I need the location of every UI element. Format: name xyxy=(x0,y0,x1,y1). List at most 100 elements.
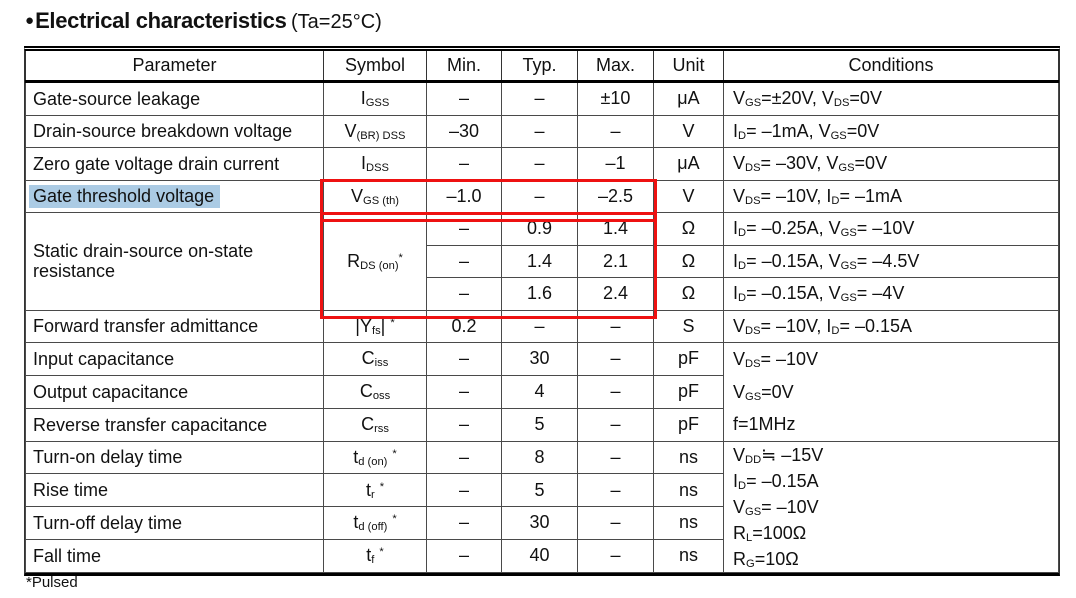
table-row: Zero gate voltage drain current IDSS – –… xyxy=(25,147,1059,181)
cell-typ: 1.4 xyxy=(501,244,578,278)
cell-parameter: Forward transfer admittance xyxy=(25,309,324,343)
cell-symbol: tr * xyxy=(323,473,427,507)
table-row: Drain-source breakdown voltage V(BR) DSS… xyxy=(25,114,1059,148)
cell-symbol: td (on) * xyxy=(323,440,427,475)
cell-min: – xyxy=(426,473,502,507)
cell-max: –2.5 xyxy=(577,179,654,213)
cell-conditions: VDS= –10V, ID= –1mA xyxy=(723,179,1059,213)
col-header-unit: Unit xyxy=(653,51,724,83)
cell-typ: – xyxy=(501,114,578,148)
cell-symbol: V(BR) DSS xyxy=(323,114,427,148)
cell-max: – xyxy=(577,473,654,507)
cell-symbol: Ciss xyxy=(323,342,427,376)
text-highlight: Gate threshold voltage xyxy=(29,185,221,209)
cell-typ: 40 xyxy=(501,538,578,573)
table-row-rds-on-3: – 1.6 2.4 Ω ID= –0.15A, VGS= –4V xyxy=(26,277,1059,311)
condition-line: f=1MHz xyxy=(733,414,796,434)
cell-unit: pF xyxy=(653,374,724,409)
cell-typ: 30 xyxy=(501,342,578,376)
cell-unit: ns xyxy=(653,440,724,475)
cell-parameter: Fall time xyxy=(25,538,324,573)
condition-line: VGS= –10V xyxy=(733,496,819,518)
cell-unit: Ω xyxy=(653,244,724,278)
col-header-typ: Typ. xyxy=(501,51,578,83)
col-header-min: Min. xyxy=(426,51,502,83)
cell-min: –1.0 xyxy=(426,179,502,213)
section-title-text: Electrical characteristics xyxy=(35,8,287,33)
cell-typ: – xyxy=(501,179,578,213)
cell-conditions: VDS= –10V, ID= –0.15A xyxy=(723,309,1059,343)
col-header-parameter: Parameter xyxy=(25,51,324,83)
cell-conditions: VDS= –30V, VGS=0V xyxy=(723,147,1059,181)
condition-line: VDD≒ –15V xyxy=(733,444,824,466)
cell-max: 2.1 xyxy=(577,244,654,278)
cell-conditions-merged: VDS= –10V VGS=0V f=1MHz xyxy=(723,342,1059,442)
cell-min: –30 xyxy=(426,114,502,148)
cell-min: – xyxy=(426,440,502,475)
cell-max: –1 xyxy=(577,147,654,181)
condition-line: RL=100Ω xyxy=(733,522,807,544)
cell-typ: 30 xyxy=(501,506,578,540)
cell-conditions: ID= –0.25A, VGS= –10V xyxy=(723,212,1059,246)
cell-max: – xyxy=(577,440,654,475)
cell-typ: 8 xyxy=(501,440,578,475)
col-header-max: Max. xyxy=(577,51,654,83)
cell-max: – xyxy=(577,506,654,540)
cell-unit: ns xyxy=(653,538,724,573)
cell-max: – xyxy=(577,309,654,343)
cell-typ: – xyxy=(501,147,578,181)
cell-parameter: Input capacitance xyxy=(25,342,324,376)
condition-line: RG=10Ω xyxy=(733,548,799,570)
table-row: Reverse transfer capacitance Crss – 5 – … xyxy=(25,407,1059,442)
cell-max: ±10 xyxy=(577,81,654,116)
electrical-characteristics-table: Parameter Symbol Min. Typ. Max. Unit Con… xyxy=(25,51,1059,573)
cell-typ: 5 xyxy=(501,473,578,507)
cell-symbol: |Yfs| * xyxy=(323,309,427,343)
col-header-conditions: Conditions xyxy=(723,51,1059,83)
cell-parameter: Gate threshold voltage xyxy=(25,179,324,213)
cell-parameter: Drain-source breakdown voltage xyxy=(25,114,324,148)
cell-typ: 4 xyxy=(501,374,578,409)
table-row: Output capacitance Coss – 4 – pF xyxy=(25,374,1059,409)
cell-min: – xyxy=(426,506,502,540)
table-row-gate-threshold: Gate threshold voltage VGS (th) –1.0 – –… xyxy=(25,179,1059,213)
table-row-rds-on-1: Static drain-source on-state resistance … xyxy=(25,212,1059,311)
cell-max: – xyxy=(577,407,654,442)
cell-parameter: Static drain-source on-state resistance xyxy=(25,212,324,311)
cell-symbol: RDS (on)* xyxy=(323,212,427,311)
cell-unit: pF xyxy=(653,407,724,442)
cell-symbol: IDSS xyxy=(323,147,427,181)
table-row-rds-on-2: – 1.4 2.1 Ω ID= –0.15A, VGS= –4.5V xyxy=(26,244,1059,278)
cell-max: 1.4 xyxy=(577,212,654,246)
bullet-icon: ● xyxy=(25,12,35,29)
cell-symbol: td (off) * xyxy=(323,506,427,540)
cell-parameter: Gate-source leakage xyxy=(25,81,324,116)
condition-line: ID= –0.15A xyxy=(733,470,819,492)
cell-unit: Ω xyxy=(653,277,724,311)
cell-typ: 1.6 xyxy=(501,277,578,311)
cell-conditions-merged: VDD≒ –15V ID= –0.15A VGS= –10V RL=100Ω R… xyxy=(723,440,1059,573)
cell-symbol: Crss xyxy=(323,407,427,442)
cell-min: – xyxy=(426,374,502,409)
condition-line: VGS=0V xyxy=(733,381,794,403)
pulsed-footnote: *Pulsed xyxy=(26,574,78,591)
cell-conditions: ID= –0.15A, VGS= –4V xyxy=(723,277,1059,311)
cell-conditions: VGS=±20V, VDS=0V xyxy=(723,81,1059,116)
table-row: Turn-on delay time td (on) * – 8 – ns VD… xyxy=(25,440,1059,573)
cell-unit: Ω xyxy=(653,212,724,246)
cell-min: – xyxy=(426,342,502,376)
cell-min: – xyxy=(426,538,502,573)
electrical-characteristics-table-wrap: Parameter Symbol Min. Typ. Max. Unit Con… xyxy=(24,46,1060,576)
section-title: ●Electrical characteristics (Ta=25°C) xyxy=(25,8,382,34)
cell-min: – xyxy=(426,277,502,311)
section-title-condition: (Ta=25°C) xyxy=(291,11,382,33)
cell-min: – xyxy=(426,147,502,181)
cell-typ: 0.9 xyxy=(501,212,578,246)
cell-symbol: Coss xyxy=(323,374,427,409)
table-row: Rise time tr * – 5 – ns xyxy=(25,473,1059,507)
cell-conditions: ID= –1mA, VGS=0V xyxy=(723,114,1059,148)
cell-min: – xyxy=(426,407,502,442)
cell-parameter: Reverse transfer capacitance xyxy=(25,407,324,442)
cell-typ: – xyxy=(501,81,578,116)
cell-unit: S xyxy=(653,309,724,343)
